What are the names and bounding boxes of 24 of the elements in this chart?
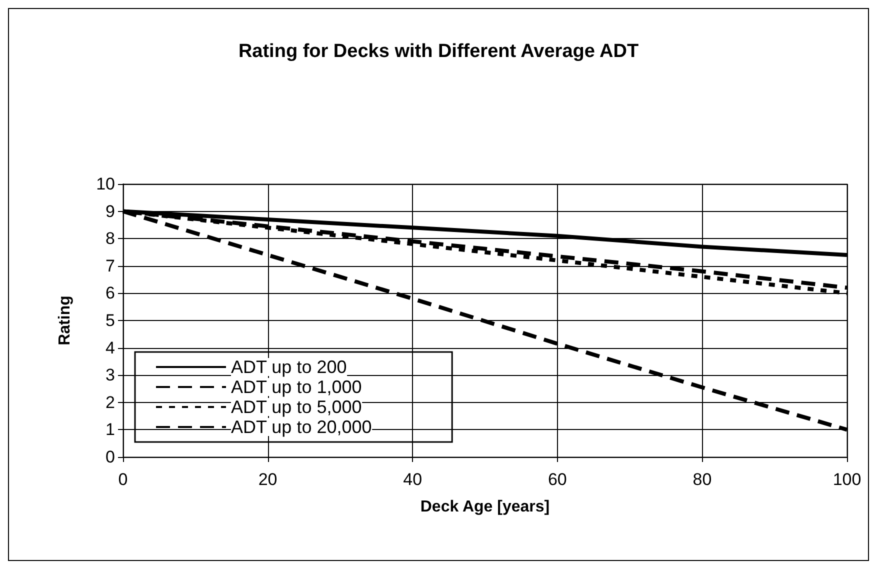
y-axis-title: Rating <box>56 296 74 346</box>
legend-label: ADT up to 5,000 <box>231 397 362 417</box>
x-tick-label: 100 <box>832 470 862 489</box>
y-tick-label: 6 <box>106 284 115 303</box>
y-tick-label: 10 <box>96 174 115 194</box>
legend-label: ADT up to 200 <box>231 357 347 377</box>
x-axis-title: Deck Age [years] <box>420 498 550 516</box>
x-tick-label: 40 <box>403 470 422 489</box>
y-tick-label: 9 <box>106 202 115 221</box>
y-tick-label: 8 <box>106 229 115 248</box>
y-tick-label: 4 <box>106 338 115 358</box>
x-tick-label: 80 <box>692 470 712 489</box>
x-tick-label: 20 <box>258 470 278 489</box>
x-tick-label: 0 <box>118 470 128 489</box>
y-tick-label: 7 <box>106 256 115 276</box>
y-tick-label: 1 <box>106 420 115 440</box>
legend-label: ADT up to 1,000 <box>231 377 362 397</box>
y-tick-label: 3 <box>106 366 115 385</box>
legend-label: ADT up to 20,000 <box>231 417 372 437</box>
y-tick-label: 2 <box>106 392 115 412</box>
x-tick-label: 60 <box>548 470 567 489</box>
y-tick-label: 5 <box>106 311 115 330</box>
y-tick-label: 0 <box>106 448 115 466</box>
chart-title: Rating for Decks with Different Average ADT <box>238 41 639 62</box>
